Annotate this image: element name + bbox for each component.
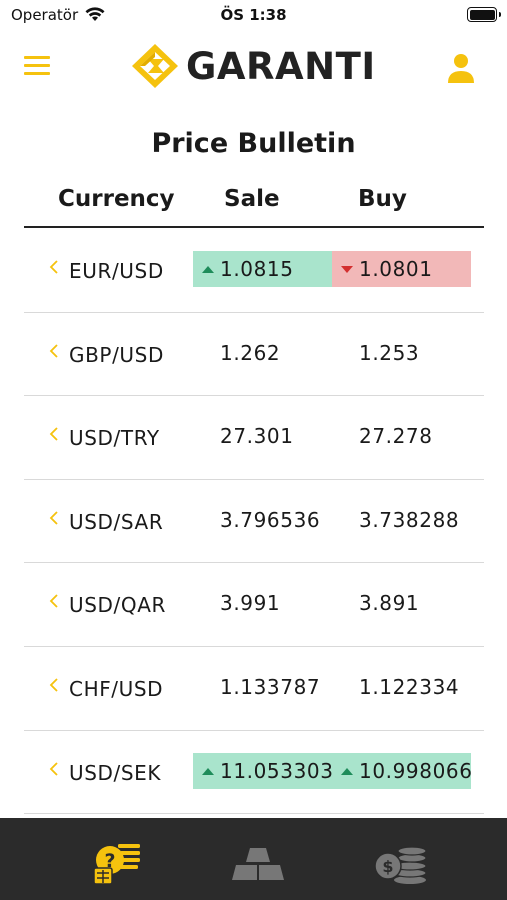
trend-up-icon bbox=[202, 767, 214, 775]
buy-value: 1.0801 bbox=[332, 251, 471, 287]
gold-bars-icon[interactable] bbox=[228, 840, 288, 886]
buy-value: 3.738288 bbox=[359, 507, 460, 532]
sale-value: 1.0815 bbox=[193, 251, 332, 287]
wifi-icon bbox=[85, 7, 105, 21]
currency-exchange-icon[interactable]: ? bbox=[88, 840, 148, 886]
table-row[interactable]: GBP/USD 1.262 1.253 bbox=[24, 313, 484, 397]
trend-up-icon bbox=[341, 767, 353, 775]
buy-value: 1.253 bbox=[359, 340, 420, 365]
table-header: Currency Sale Buy bbox=[24, 184, 484, 228]
chevron-left-icon bbox=[49, 511, 58, 525]
sale-value: 1.262 bbox=[220, 340, 281, 365]
table-row[interactable]: USD/SEK 11.053303 10.998066 bbox=[24, 731, 484, 815]
chevron-left-icon bbox=[49, 343, 58, 358]
brand-name: GARANTI bbox=[186, 45, 376, 88]
battery-icon bbox=[467, 7, 501, 22]
table-row[interactable]: EUR/USD 1.0815 1.0801 bbox=[24, 229, 484, 313]
buy-value: 27.278 bbox=[359, 424, 433, 449]
chevron-left-icon bbox=[49, 260, 58, 274]
buy-value: 1.122334 bbox=[359, 674, 460, 699]
chevron-left-icon bbox=[49, 594, 58, 609]
brand-logo: GARANTI bbox=[128, 42, 388, 90]
currency-pair: USD/QAR bbox=[69, 593, 166, 618]
svg-text:?: ? bbox=[104, 850, 115, 872]
trend-up-icon bbox=[202, 266, 214, 273]
table-row[interactable]: USD/TRY 27.301 27.278 bbox=[24, 396, 484, 480]
currency-pair: EUR/USD bbox=[69, 259, 164, 283]
sale-value: 3.796536 bbox=[220, 507, 321, 532]
hamburger-menu-icon[interactable] bbox=[24, 56, 52, 78]
page-title: Price Bulletin bbox=[151, 128, 356, 159]
currency-pair: CHF/USD bbox=[69, 676, 164, 701]
coins-icon[interactable]: $ bbox=[372, 840, 432, 886]
table-row[interactable]: CHF/USD 1.133787 1.122334 bbox=[24, 647, 484, 731]
sale-value: 1.133787 bbox=[220, 674, 321, 699]
buy-value: 10.998066 bbox=[332, 752, 472, 789]
currency-pair: USD/SEK bbox=[69, 760, 162, 785]
trend-down-icon bbox=[341, 266, 353, 273]
sale-value: 11.053303 bbox=[193, 752, 333, 789]
app-header: GARANTI bbox=[0, 36, 507, 100]
chevron-left-icon bbox=[49, 761, 58, 776]
chevron-left-icon bbox=[49, 427, 58, 441]
table-row[interactable]: USD/QAR 3.991 3.891 bbox=[24, 563, 484, 647]
status-bar: Operatör ÖS 1:38 bbox=[0, 0, 507, 30]
garanti-logo-mark-icon bbox=[132, 44, 178, 88]
chevron-left-icon bbox=[49, 678, 58, 692]
currency-pair: GBP/USD bbox=[69, 342, 164, 367]
buy-value: 3.891 bbox=[359, 591, 420, 616]
table-row[interactable]: USD/SAR 3.796536 3.738288 bbox=[24, 480, 484, 564]
sale-value: 3.991 bbox=[220, 591, 281, 616]
column-header-currency: Currency bbox=[58, 186, 175, 212]
currency-pair: USD/SAR bbox=[69, 509, 164, 534]
price-table: EUR/USD 1.0815 1.0801 GBP/USD 1.262 1.25… bbox=[24, 229, 484, 815]
bottom-tab-bar: ? $ bbox=[0, 818, 507, 900]
column-header-buy: Buy bbox=[358, 186, 407, 212]
column-header-sale: Sale bbox=[224, 186, 280, 212]
currency-pair: USD/TRY bbox=[69, 426, 160, 451]
svg-text:$: $ bbox=[382, 857, 393, 876]
user-profile-icon[interactable] bbox=[446, 52, 476, 84]
carrier-label: Operatör bbox=[11, 6, 79, 24]
sale-value: 27.301 bbox=[220, 424, 294, 449]
clock: ÖS 1:38 bbox=[220, 6, 287, 24]
